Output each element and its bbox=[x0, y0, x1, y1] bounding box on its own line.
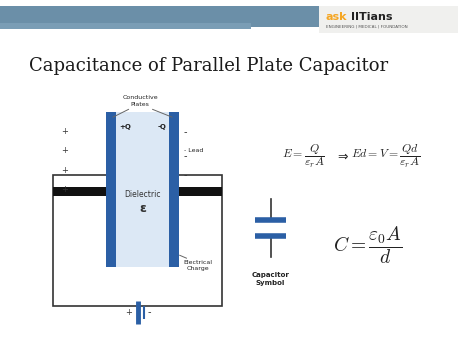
Text: $E = \dfrac{Q}{\varepsilon_r A}$: $E = \dfrac{Q}{\varepsilon_r A}$ bbox=[282, 142, 325, 170]
Text: ENGINEERING | MEDICAL | FOUNDATION: ENGINEERING | MEDICAL | FOUNDATION bbox=[326, 24, 407, 28]
Text: -: - bbox=[183, 151, 187, 161]
Text: $Ed = V = \dfrac{Qd}{\varepsilon_r A}$: $Ed = V = \dfrac{Qd}{\varepsilon_r A}$ bbox=[351, 142, 420, 170]
Text: +: + bbox=[61, 185, 68, 194]
Text: -Q: -Q bbox=[157, 124, 166, 130]
Text: +: + bbox=[61, 127, 68, 136]
Text: +: + bbox=[61, 166, 68, 175]
Text: ask: ask bbox=[326, 12, 347, 22]
Bar bbox=[106, 112, 179, 267]
Bar bbox=[53, 187, 106, 196]
Text: $C = \dfrac{\varepsilon_0 A}{d}$: $C = \dfrac{\varepsilon_0 A}{d}$ bbox=[333, 225, 403, 266]
Text: +: + bbox=[125, 308, 132, 317]
Text: IITians: IITians bbox=[351, 12, 392, 22]
Text: Plates: Plates bbox=[131, 102, 149, 107]
Bar bbox=[106, 112, 116, 267]
Text: Dielectric: Dielectric bbox=[125, 190, 161, 199]
Bar bbox=[53, 175, 222, 306]
Bar bbox=[0, 6, 319, 27]
Text: Charge: Charge bbox=[187, 266, 210, 271]
Text: -: - bbox=[183, 170, 187, 180]
Text: - Lead: - Lead bbox=[183, 148, 203, 153]
Bar bbox=[169, 112, 179, 267]
Bar bbox=[319, 6, 458, 33]
Text: Capacitor: Capacitor bbox=[252, 272, 290, 278]
Text: Electrical: Electrical bbox=[183, 260, 212, 264]
Text: $\Rightarrow$: $\Rightarrow$ bbox=[335, 149, 349, 162]
Text: +Q: +Q bbox=[119, 124, 131, 130]
Text: Capacitance of Parallel Plate Capacitor: Capacitance of Parallel Plate Capacitor bbox=[29, 57, 388, 75]
Text: -: - bbox=[148, 307, 152, 317]
Text: Symbol: Symbol bbox=[256, 280, 285, 286]
Text: +: + bbox=[61, 146, 68, 155]
Bar bbox=[179, 187, 222, 196]
Text: $\boldsymbol{\varepsilon}$: $\boldsymbol{\varepsilon}$ bbox=[139, 202, 147, 215]
Bar bbox=[0, 23, 251, 29]
Text: Conductive: Conductive bbox=[122, 95, 158, 100]
Text: -: - bbox=[183, 127, 187, 137]
